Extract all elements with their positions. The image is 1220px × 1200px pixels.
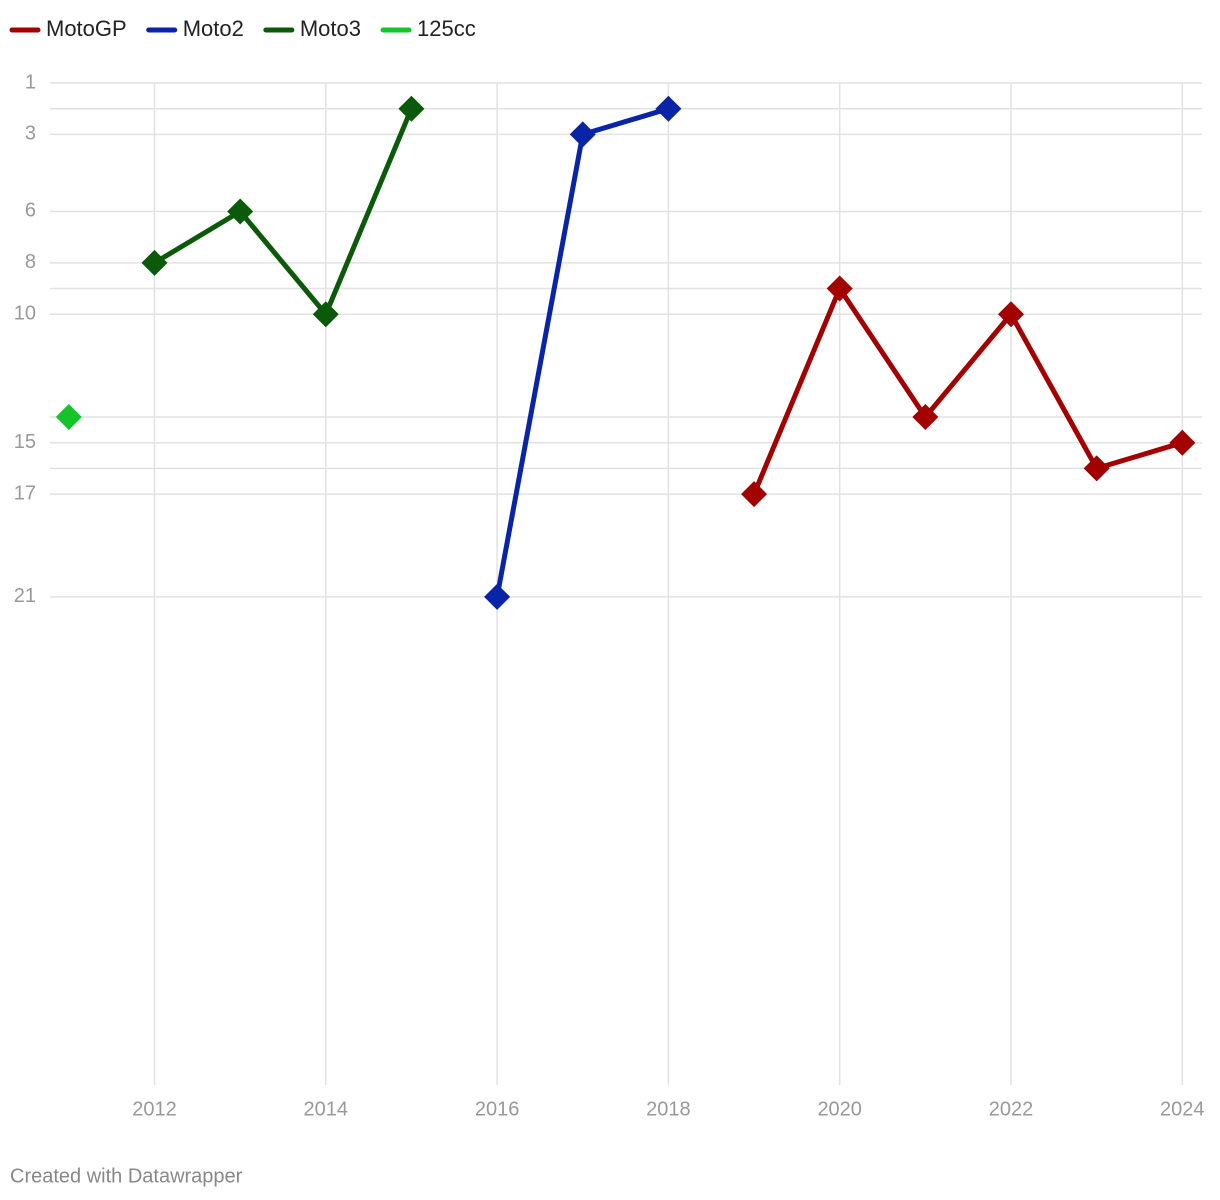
- y-tick-label: 10: [14, 303, 36, 325]
- y-tick-label: 1: [25, 71, 36, 93]
- x-tick-label: 2014: [304, 1098, 349, 1120]
- x-tick-label: 2016: [475, 1098, 520, 1120]
- y-tick-label: 6: [25, 200, 36, 222]
- marker: [484, 583, 511, 610]
- footer: Created with Datawrapper: [10, 1165, 243, 1187]
- x-tick-label: 2024: [1160, 1098, 1205, 1120]
- marker: [227, 198, 254, 225]
- y-tick-label: 17: [14, 482, 36, 504]
- marker: [1169, 429, 1196, 456]
- marker: [997, 301, 1024, 328]
- marker: [826, 275, 853, 302]
- legend-label: Moto2: [183, 16, 244, 41]
- marker: [141, 249, 168, 276]
- legend-label: 125cc: [417, 16, 476, 41]
- x-tick-label: 2022: [989, 1098, 1034, 1120]
- x-tick-label: 2020: [817, 1098, 862, 1120]
- marker: [398, 95, 425, 122]
- y-tick-label: 3: [25, 123, 36, 145]
- legend-label: Moto3: [300, 16, 361, 41]
- x-tick-label: 2012: [132, 1098, 177, 1120]
- y-tick-label: 15: [14, 431, 36, 453]
- marker: [55, 404, 82, 430]
- marker: [312, 301, 339, 328]
- legend-label: MotoGP: [46, 16, 127, 41]
- marker: [569, 121, 596, 148]
- marker: [1083, 455, 1110, 482]
- x-tick-label: 2018: [646, 1098, 691, 1120]
- series-line: [494, 106, 670, 598]
- marker: [912, 404, 939, 430]
- y-tick-label: 21: [14, 585, 36, 607]
- y-tick-label: 8: [25, 251, 36, 273]
- marker: [655, 95, 682, 122]
- series-line: [153, 107, 414, 317]
- marker: [741, 481, 768, 508]
- series-line: [751, 286, 1184, 496]
